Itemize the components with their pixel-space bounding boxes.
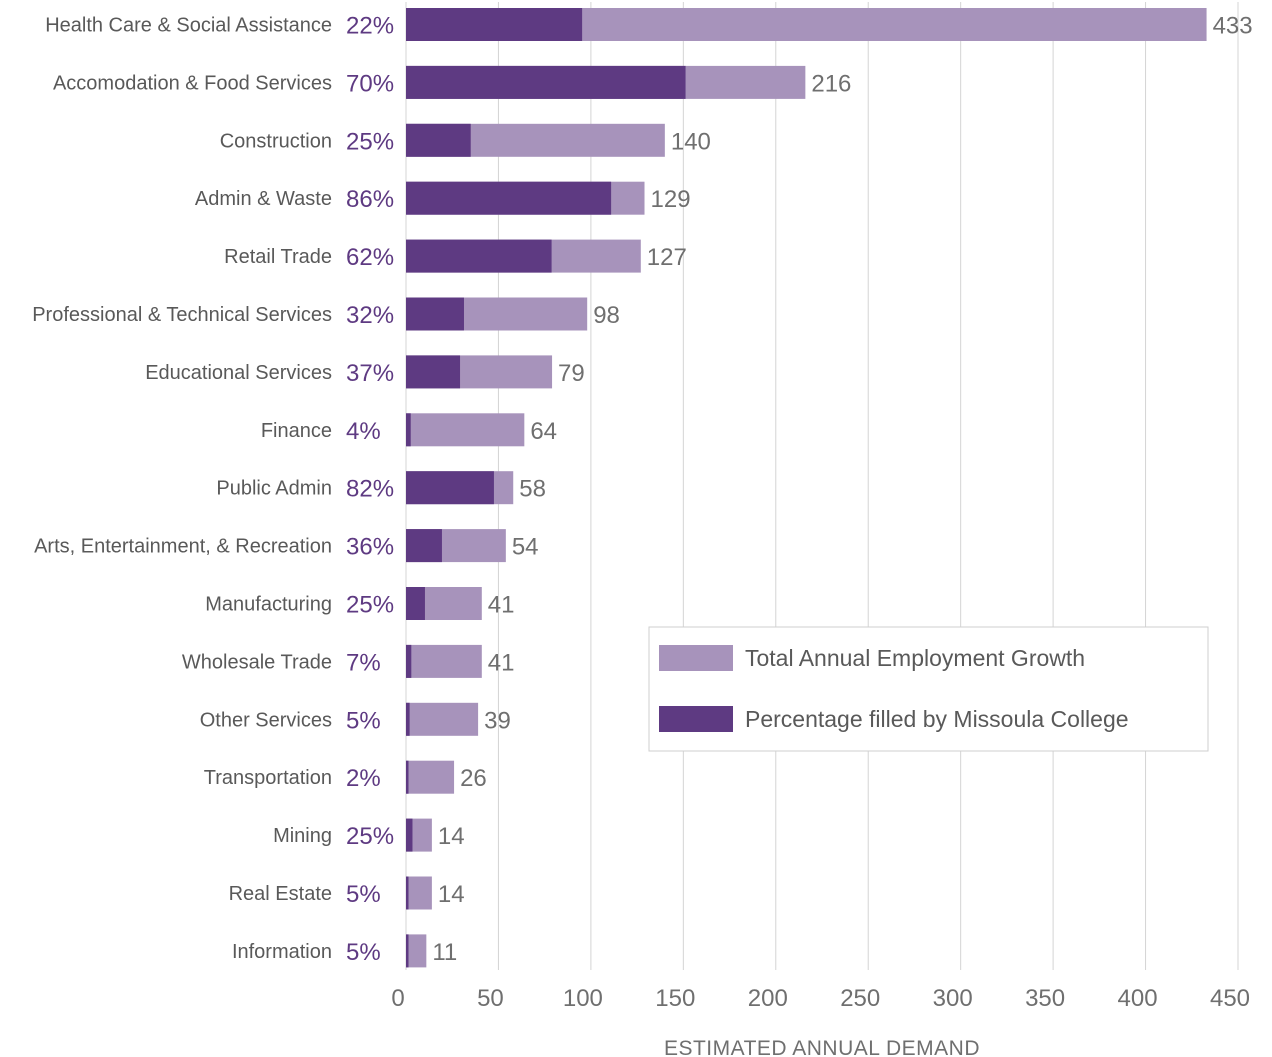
category-label-information: Information	[232, 941, 332, 963]
x-tick-label-200: 200	[748, 985, 788, 1012]
value-label-professional-technical-services: 98	[593, 302, 620, 329]
legend-label-percent-filled: Percentage filled by Missoula College	[745, 706, 1129, 732]
gridlines	[405, 2, 1239, 970]
value-label-educational-services: 79	[558, 360, 585, 387]
percent-label-mining: 25%	[346, 823, 394, 850]
bar-filled-construction	[406, 123, 471, 157]
bar-filled-real-estate	[406, 876, 409, 910]
x-axis-ticks: 0 50 100 150 200 250 300 350 400 450	[391, 985, 1250, 1012]
percent-label-health-care-social-assistance: 22%	[346, 13, 394, 40]
value-label-real-estate: 14	[438, 881, 465, 908]
x-tick-label-400: 400	[1118, 985, 1158, 1012]
category-label-health-care-social-assistance: Health Care & Social Assistance	[45, 15, 332, 37]
value-label-retail-trade: 127	[647, 244, 687, 271]
value-label-construction: 140	[671, 128, 711, 155]
category-label-manufacturing: Manufacturing	[205, 594, 332, 616]
percent-label-manufacturing: 25%	[346, 592, 394, 619]
percent-label-finance: 4%	[346, 418, 381, 445]
x-tick-label-300: 300	[933, 985, 973, 1012]
category-label-finance: Finance	[261, 420, 332, 442]
legend: Total Annual Employment Growth Percentag…	[648, 626, 1209, 752]
percent-label-retail-trade: 62%	[346, 244, 394, 271]
category-label-professional-technical-services: Professional & Technical Services	[32, 304, 332, 326]
percent-label-construction: 25%	[346, 128, 394, 155]
percent-label-other-services: 5%	[346, 707, 381, 734]
value-label-accomodation-food-services: 216	[811, 70, 851, 97]
percent-label-information: 5%	[346, 939, 381, 966]
percent-label-professional-technical-services: 32%	[346, 302, 394, 329]
category-label-real-estate: Real Estate	[229, 883, 332, 905]
bar-filled-information	[406, 934, 409, 968]
bar-filled-mining	[406, 818, 413, 852]
percent-label-transportation: 2%	[346, 765, 381, 792]
value-label-admin-waste: 129	[651, 186, 691, 213]
bar-filled-educational-services	[406, 355, 461, 389]
bar-total-other-services	[406, 702, 479, 736]
percent-label-wholesale-trade: 7%	[346, 649, 381, 676]
bar-filled-accomodation-food-services	[406, 65, 686, 99]
bar-total-transportation	[406, 760, 455, 794]
category-label-admin-waste: Admin & Waste	[195, 188, 332, 210]
percent-label-accomodation-food-services: 70%	[346, 70, 394, 97]
bar-total-wholesale-trade	[406, 644, 482, 678]
category-label-accomodation-food-services: Accomodation & Food Services	[53, 72, 332, 94]
bar-filled-admin-waste	[406, 181, 612, 215]
bar-filled-professional-technical-services	[406, 297, 464, 331]
value-label-health-care-social-assistance: 433	[1213, 13, 1253, 40]
bar-filled-health-care-social-assistance	[406, 8, 583, 41]
bar-filled-wholesale-trade	[406, 644, 412, 678]
category-label-mining: Mining	[273, 825, 332, 847]
category-label-arts-entertainment-recreation: Arts, Entertainment, & Recreation	[34, 536, 332, 558]
percent-label-arts-entertainment-recreation: 36%	[346, 534, 394, 561]
labels: Health Care & Social Assistance 22% 433 Acc…	[32, 13, 1252, 966]
bar-filled-public-admin	[406, 471, 494, 505]
x-axis-title: ESTIMATED ANNUAL DEMAND	[664, 1037, 980, 1057]
x-tick-label-150: 150	[655, 985, 695, 1012]
category-label-construction: Construction	[220, 130, 332, 152]
percent-label-real-estate: 5%	[346, 881, 381, 908]
legend-label-total-growth: Total Annual Employment Growth	[745, 645, 1085, 671]
category-label-other-services: Other Services	[200, 709, 332, 731]
bar-total-finance	[406, 413, 525, 447]
percent-label-admin-waste: 86%	[346, 186, 394, 213]
x-tick-label-250: 250	[840, 985, 880, 1012]
bar-filled-transportation	[406, 760, 409, 794]
value-label-manufacturing: 41	[488, 592, 515, 619]
bar-filled-retail-trade	[406, 239, 552, 273]
legend-box	[648, 626, 1209, 752]
x-tick-label-100: 100	[563, 985, 603, 1012]
category-label-educational-services: Educational Services	[145, 362, 332, 384]
bar-total-real-estate	[406, 876, 432, 910]
bar-total-information	[406, 934, 427, 968]
category-label-transportation: Transportation	[204, 767, 332, 789]
value-label-finance: 64	[530, 418, 557, 445]
value-label-wholesale-trade: 41	[488, 649, 515, 676]
category-label-retail-trade: Retail Trade	[224, 246, 332, 268]
value-label-arts-entertainment-recreation: 54	[512, 534, 539, 561]
percent-label-educational-services: 37%	[346, 360, 394, 387]
category-label-public-admin: Public Admin	[216, 478, 332, 500]
bars	[406, 8, 1207, 968]
value-label-transportation: 26	[460, 765, 487, 792]
bar-filled-arts-entertainment-recreation	[406, 529, 442, 563]
value-label-other-services: 39	[484, 707, 511, 734]
bar-filled-finance	[406, 413, 411, 447]
x-tick-label-50: 50	[477, 985, 504, 1012]
bar-filled-other-services	[406, 702, 410, 736]
percent-label-public-admin: 82%	[346, 476, 394, 503]
value-label-public-admin: 58	[519, 476, 546, 503]
value-label-mining: 14	[438, 823, 465, 850]
legend-swatch-total-growth	[659, 645, 733, 671]
x-tick-label-350: 350	[1025, 985, 1065, 1012]
bar-filled-manufacturing	[406, 587, 425, 620]
category-label-wholesale-trade: Wholesale Trade	[182, 651, 332, 673]
legend-swatch-percent-filled	[659, 706, 733, 732]
x-tick-label-0: 0	[391, 985, 404, 1012]
x-tick-label-450: 450	[1210, 985, 1250, 1012]
value-label-information: 11	[432, 939, 457, 966]
